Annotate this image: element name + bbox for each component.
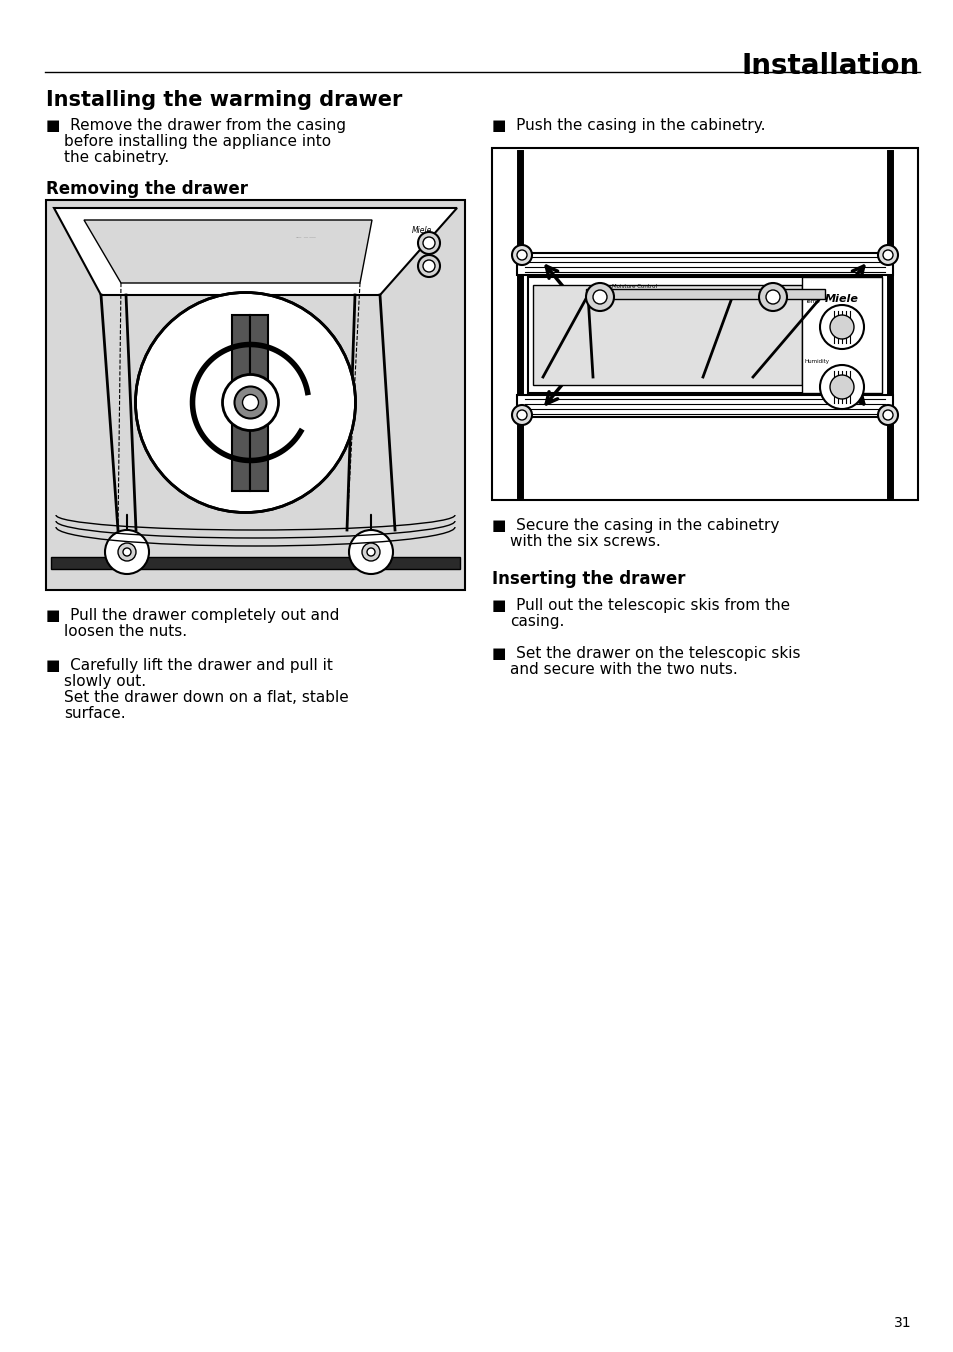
Text: Humidity: Humidity bbox=[804, 360, 829, 364]
Polygon shape bbox=[84, 220, 372, 283]
Bar bbox=[233, 315, 251, 491]
Circle shape bbox=[234, 387, 266, 419]
Text: and secure with the two nuts.: and secure with the two nuts. bbox=[510, 662, 737, 677]
Circle shape bbox=[593, 289, 606, 304]
Text: 31: 31 bbox=[893, 1315, 911, 1330]
Circle shape bbox=[882, 410, 892, 420]
Text: ■  Pull out the telescopic skis from the: ■ Pull out the telescopic skis from the bbox=[492, 598, 789, 612]
Text: loosen the nuts.: loosen the nuts. bbox=[64, 625, 187, 639]
Circle shape bbox=[361, 544, 379, 561]
Bar bbox=[492, 147, 917, 500]
Text: before installing the appliance into: before installing the appliance into bbox=[64, 134, 331, 149]
Text: ■  Secure the casing in the cabinetry: ■ Secure the casing in the cabinetry bbox=[492, 518, 779, 533]
Text: Installing the warming drawer: Installing the warming drawer bbox=[46, 91, 402, 110]
Text: Inserting the drawer: Inserting the drawer bbox=[492, 571, 685, 588]
Polygon shape bbox=[54, 208, 456, 295]
Bar bbox=[585, 289, 824, 299]
Text: ■  Set the drawer on the telescopic skis: ■ Set the drawer on the telescopic skis bbox=[492, 646, 800, 661]
Circle shape bbox=[820, 306, 863, 349]
Circle shape bbox=[882, 250, 892, 260]
Bar bbox=[527, 277, 882, 393]
Circle shape bbox=[512, 406, 532, 425]
Text: Miele: Miele bbox=[824, 293, 858, 304]
Text: Installation: Installation bbox=[741, 51, 919, 80]
Circle shape bbox=[820, 365, 863, 410]
Circle shape bbox=[422, 260, 435, 272]
Circle shape bbox=[222, 375, 278, 430]
Circle shape bbox=[105, 530, 149, 575]
Circle shape bbox=[829, 375, 853, 399]
Text: Dry W  →   → 66 Watt: Dry W → → 66 Watt bbox=[616, 292, 674, 297]
Circle shape bbox=[367, 548, 375, 556]
Circle shape bbox=[417, 233, 439, 254]
Text: Moisture Control: Moisture Control bbox=[612, 284, 657, 289]
Circle shape bbox=[123, 548, 131, 556]
Circle shape bbox=[135, 292, 355, 512]
Text: Removing the drawer: Removing the drawer bbox=[46, 180, 248, 197]
Circle shape bbox=[877, 406, 897, 425]
Circle shape bbox=[829, 315, 853, 339]
Bar bbox=[517, 253, 892, 274]
Text: the cabinetry.: the cabinetry. bbox=[64, 150, 169, 165]
Circle shape bbox=[765, 289, 780, 304]
Circle shape bbox=[517, 250, 526, 260]
Text: ■  Push the casing in the cabinetry.: ■ Push the casing in the cabinetry. bbox=[492, 118, 764, 132]
Bar bbox=[517, 395, 892, 416]
Circle shape bbox=[422, 237, 435, 249]
Circle shape bbox=[517, 410, 526, 420]
Bar bbox=[533, 285, 801, 385]
Text: Temp: Temp bbox=[804, 299, 819, 304]
Text: ■  Carefully lift the drawer and pull it: ■ Carefully lift the drawer and pull it bbox=[46, 658, 333, 673]
Circle shape bbox=[759, 283, 786, 311]
Circle shape bbox=[118, 544, 136, 561]
Circle shape bbox=[585, 283, 614, 311]
Bar bbox=[251, 315, 268, 491]
Text: ■  Pull the drawer completely out and: ■ Pull the drawer completely out and bbox=[46, 608, 339, 623]
Text: Set the drawer down on a flat, stable: Set the drawer down on a flat, stable bbox=[64, 690, 349, 704]
Text: ■  Remove the drawer from the casing: ■ Remove the drawer from the casing bbox=[46, 118, 346, 132]
Circle shape bbox=[877, 245, 897, 265]
Text: surface.: surface. bbox=[64, 706, 126, 721]
Bar bbox=[801, 277, 882, 393]
Circle shape bbox=[242, 395, 258, 411]
Text: Miele: Miele bbox=[412, 226, 432, 235]
Circle shape bbox=[512, 245, 532, 265]
Bar bbox=[51, 557, 459, 569]
Text: with the six screws.: with the six screws. bbox=[510, 534, 660, 549]
Circle shape bbox=[349, 530, 393, 575]
Circle shape bbox=[417, 256, 439, 277]
Bar bbox=[46, 200, 464, 589]
Text: slowly out.: slowly out. bbox=[64, 675, 146, 690]
Text: casing.: casing. bbox=[510, 614, 564, 629]
Text: ___  __ ___: ___ __ ___ bbox=[294, 233, 315, 237]
